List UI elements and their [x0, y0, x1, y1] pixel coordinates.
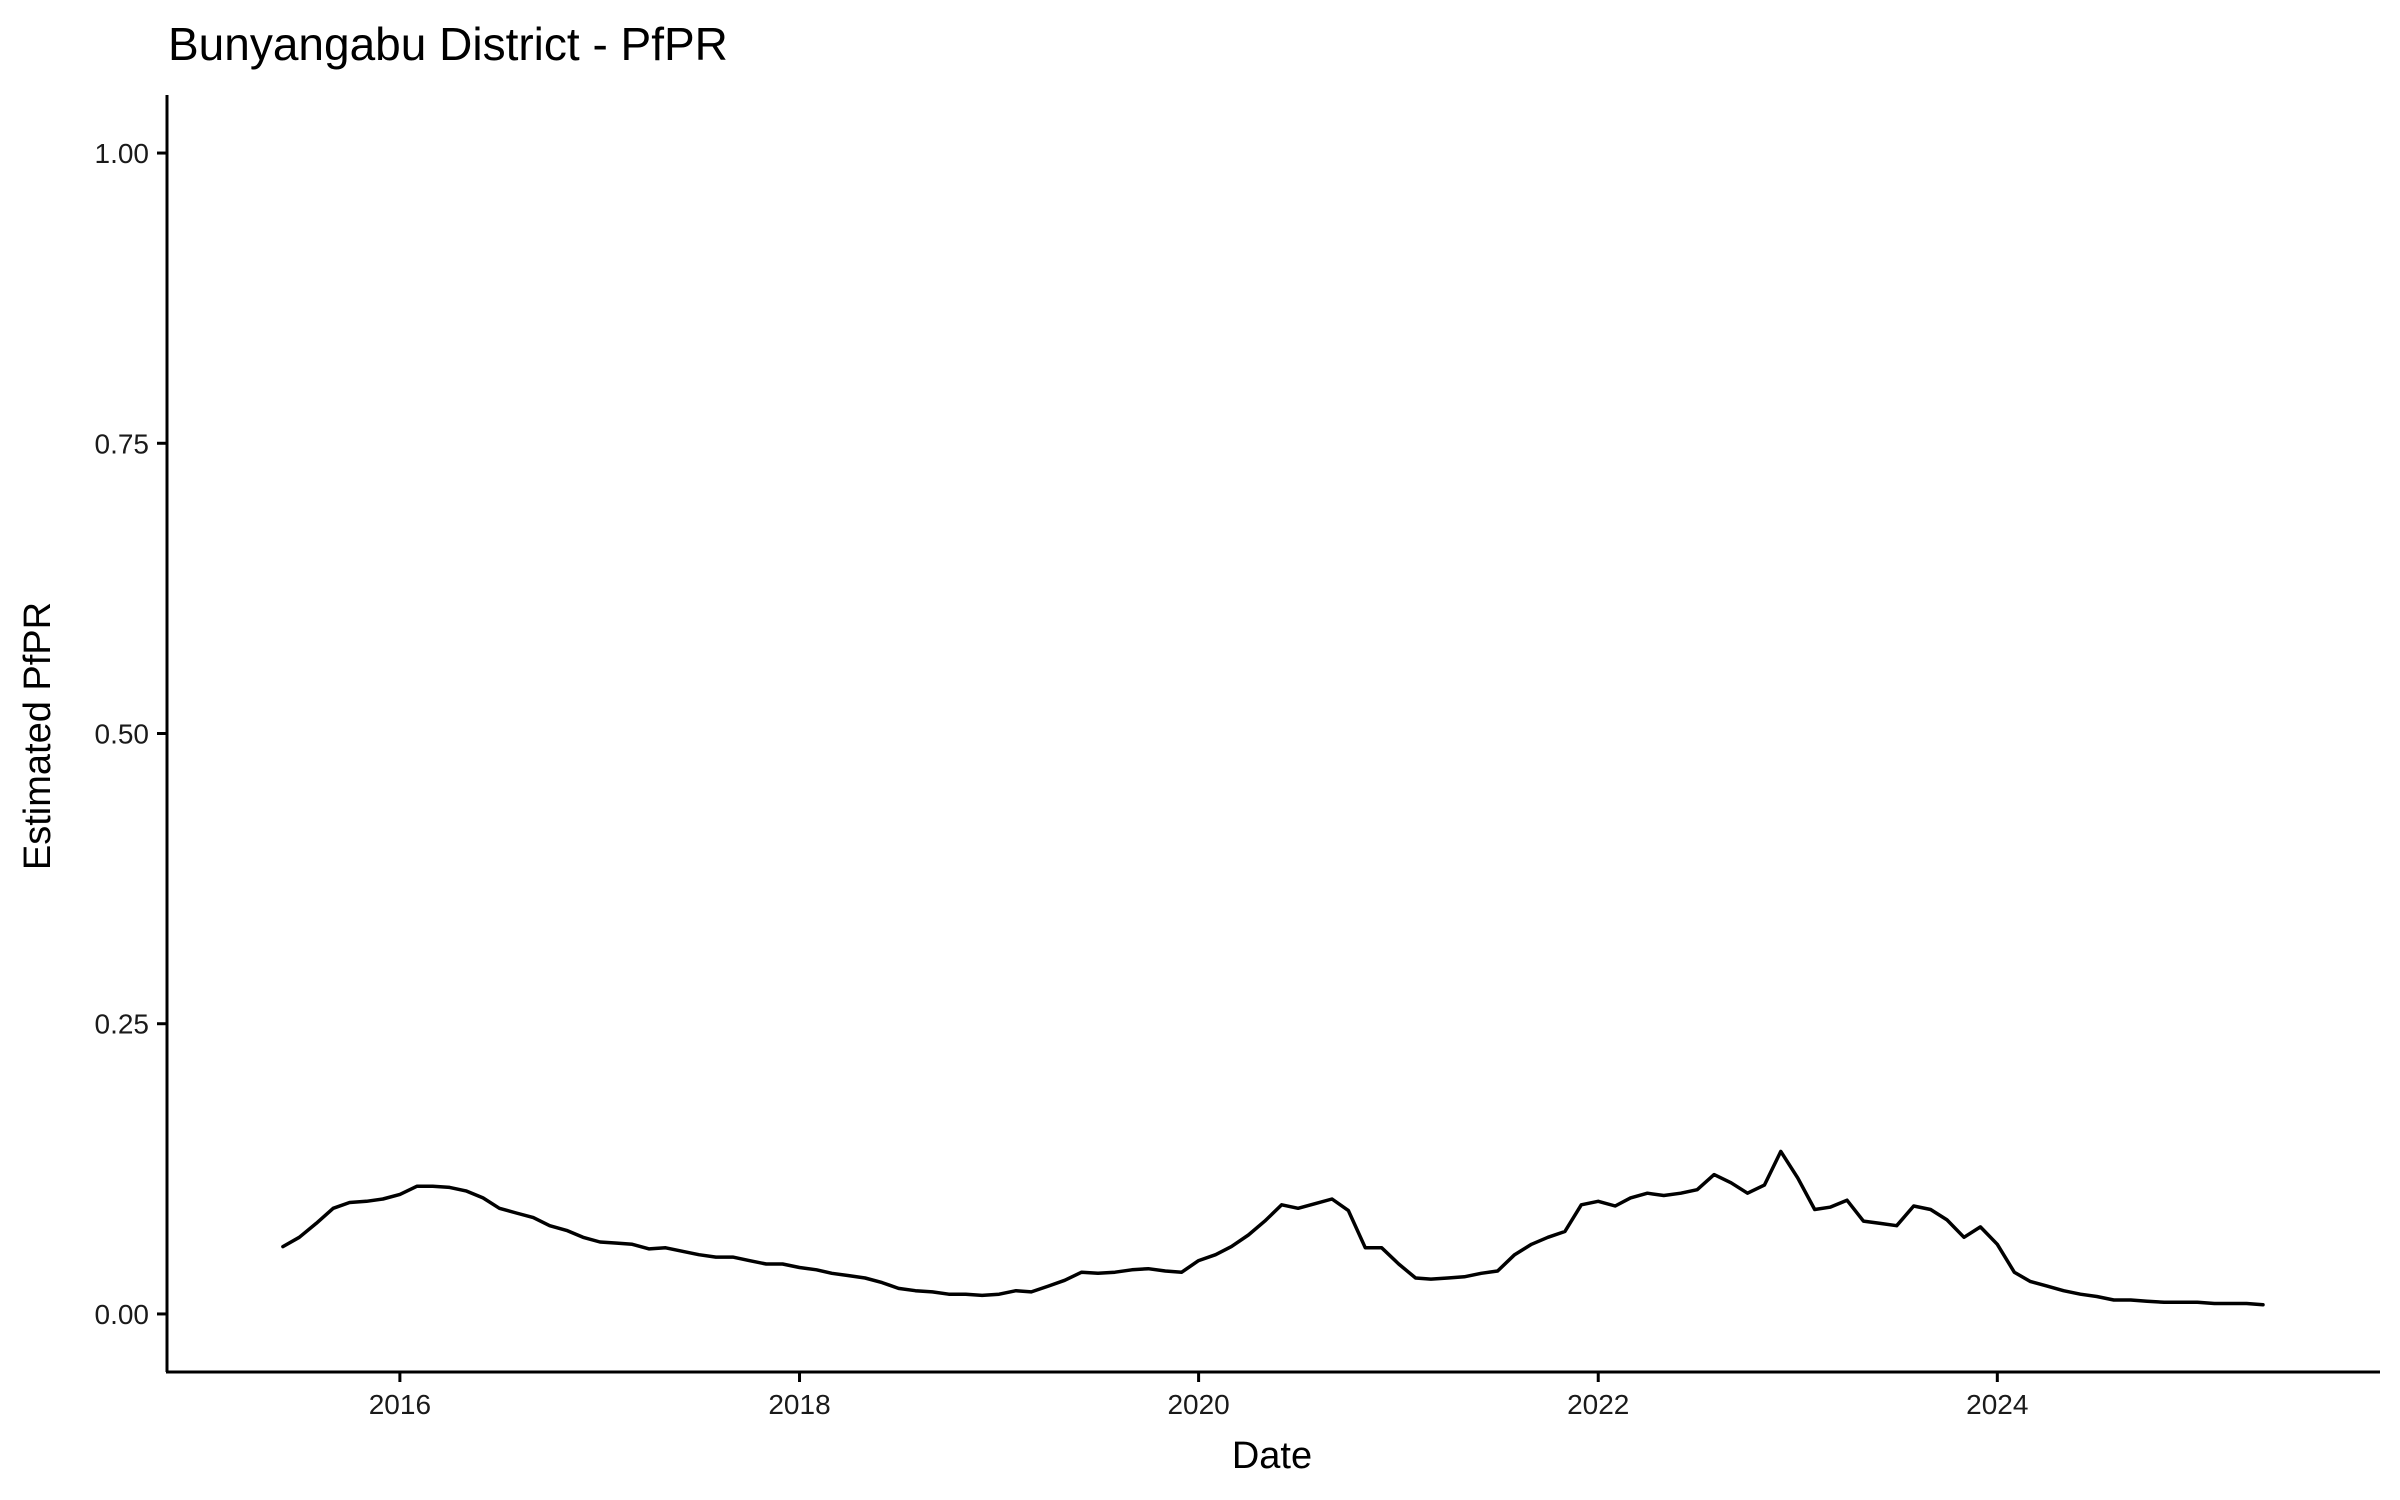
x-axis-ticks: 2016 2018 2020 2022 2024 [369, 1372, 2028, 1420]
plot-area [281, 1149, 2265, 1307]
x-axis-title: Date [1232, 1435, 1312, 1477]
x-tick-label: 2016 [369, 1389, 431, 1420]
y-tick-label: 0.75 [95, 428, 150, 459]
pfpr-series-line [281, 1149, 2265, 1307]
y-tick-label: 1.00 [95, 138, 150, 169]
y-axis-title: Estimated PfPR [17, 602, 59, 870]
y-tick-label: 0.50 [95, 719, 150, 750]
y-tick-label: 0.25 [95, 1009, 150, 1040]
x-tick-label: 2022 [1567, 1389, 1629, 1420]
x-tick-label: 2018 [768, 1389, 830, 1420]
y-axis-ticks: 0.00 0.25 0.50 0.75 1.00 [95, 138, 167, 1330]
x-tick-label: 2024 [1966, 1389, 2028, 1420]
y-tick-label: 0.00 [95, 1299, 150, 1330]
x-tick-label: 2020 [1167, 1389, 1229, 1420]
chart-title: Bunyangabu District - PfPR [168, 18, 728, 70]
